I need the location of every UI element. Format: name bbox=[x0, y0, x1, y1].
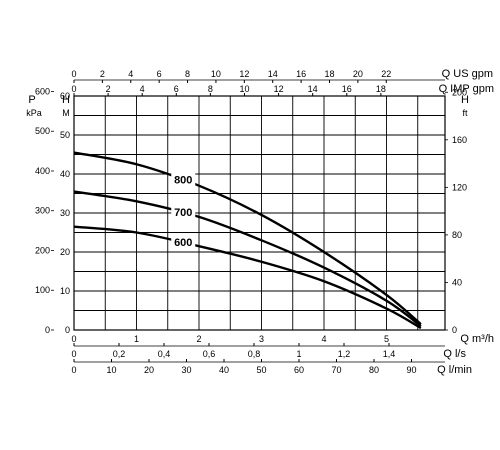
us-gpm-tick-label: 0 bbox=[71, 69, 76, 79]
head-m-tick-label: 40 bbox=[60, 169, 70, 179]
imp-gpm-tick-label: 2 bbox=[106, 84, 111, 94]
curve-700 bbox=[73, 190, 422, 328]
head-m-tick-label: 50 bbox=[60, 130, 70, 140]
imp-gpm-tick-label: 4 bbox=[140, 84, 145, 94]
chart-curves: 800 700 600 bbox=[73, 151, 422, 330]
head-m-axis-unit: M bbox=[62, 108, 70, 118]
head-m-axis-label: H bbox=[62, 94, 70, 106]
curve-label-bg bbox=[171, 235, 196, 250]
lpm-tick-label: 50 bbox=[256, 365, 266, 375]
us-gpm-tick-label: 20 bbox=[353, 69, 363, 79]
lpm-tick-label: 40 bbox=[219, 365, 229, 375]
lpm-tick-label: 60 bbox=[294, 365, 304, 375]
imp-gpm-tick-label: 6 bbox=[174, 84, 179, 94]
m3h-axis-label: Q m³/h bbox=[460, 333, 494, 345]
lps-tick-label: 0,8 bbox=[248, 349, 261, 359]
curve-label-800: 800 bbox=[174, 174, 192, 186]
lps-tick-label: 0,4 bbox=[158, 349, 171, 359]
curve-label-bg bbox=[171, 172, 196, 187]
head-m-tick-label: 60 bbox=[60, 91, 70, 101]
kpa-tick-label: 200 bbox=[35, 245, 50, 255]
m3h-tick-label: 4 bbox=[321, 334, 326, 344]
kpa-tick-label: 500 bbox=[35, 126, 50, 136]
head-m-tick-label: 10 bbox=[60, 286, 70, 296]
lpm-tick-label: 80 bbox=[369, 365, 379, 375]
head-ft-tick-label: 120 bbox=[452, 182, 467, 192]
head-ft-tick-label: 160 bbox=[452, 135, 467, 145]
imp-gpm-tick-label: 16 bbox=[342, 84, 352, 94]
m3h-tick-label: 3 bbox=[259, 334, 264, 344]
lps-tick-label: 0 bbox=[71, 349, 76, 359]
curve-600 bbox=[73, 225, 422, 330]
kpa-tick-label: 100 bbox=[35, 285, 50, 295]
head-ft-axis-unit: ft bbox=[462, 108, 468, 118]
m3h-tick-label: 1 bbox=[134, 334, 139, 344]
curve-800 bbox=[73, 151, 422, 326]
us-gpm-tick-label: 16 bbox=[296, 69, 306, 79]
lps-tick-label: 1 bbox=[296, 349, 301, 359]
imp-gpm-tick-label: 12 bbox=[274, 84, 284, 94]
us-gpm-tick-label: 22 bbox=[381, 69, 391, 79]
imp-gpm-tick-label: 14 bbox=[308, 84, 318, 94]
us-gpm-axis-label: Q US gpm bbox=[442, 68, 493, 80]
head-m-tick-label: 0 bbox=[65, 325, 70, 335]
imp-gpm-tick-label: 18 bbox=[376, 84, 386, 94]
us-gpm-tick-label: 10 bbox=[211, 69, 221, 79]
imp-gpm-axis-label: Q IMP gpm bbox=[439, 83, 494, 95]
lpm-tick-label: 20 bbox=[144, 365, 154, 375]
lpm-tick-label: 10 bbox=[106, 365, 116, 375]
head-m-tick-label: 30 bbox=[60, 208, 70, 218]
us-gpm-tick-label: 2 bbox=[100, 69, 105, 79]
kpa-tick-label: 400 bbox=[35, 166, 50, 176]
m3h-tick-label: 2 bbox=[196, 334, 201, 344]
lpm-tick-label: 30 bbox=[181, 365, 191, 375]
us-gpm-tick-label: 12 bbox=[239, 69, 249, 79]
lpm-tick-label: 90 bbox=[406, 365, 416, 375]
curve-label-700: 700 bbox=[174, 207, 192, 219]
pressure-axis-label: P bbox=[28, 94, 35, 106]
curve-label-bg bbox=[171, 205, 196, 220]
lpm-axis-label: Q l/min bbox=[437, 364, 472, 376]
imp-gpm-tick-label: 10 bbox=[239, 84, 249, 94]
head-ft-tick-label: 80 bbox=[452, 230, 462, 240]
lpm-tick-label: 0 bbox=[71, 365, 76, 375]
m3h-tick-label: 5 bbox=[384, 334, 389, 344]
imp-gpm-tick-label: 0 bbox=[71, 84, 76, 94]
kpa-tick-label: 600 bbox=[35, 86, 50, 96]
head-ft-tick-label: 40 bbox=[452, 277, 462, 287]
lps-tick-label: 0,6 bbox=[203, 349, 216, 359]
head-ft-tick-label: 0 bbox=[452, 325, 457, 335]
us-gpm-tick-label: 14 bbox=[268, 69, 278, 79]
us-gpm-tick-label: 8 bbox=[185, 69, 190, 79]
lps-axis-label: Q l/s bbox=[443, 348, 466, 360]
lps-tick-label: 0,2 bbox=[113, 349, 126, 359]
us-gpm-tick-label: 18 bbox=[324, 69, 334, 79]
head-m-tick-label: 20 bbox=[60, 247, 70, 257]
lpm-tick-label: 70 bbox=[331, 365, 341, 375]
pressure-axis-unit: kPa bbox=[26, 108, 42, 118]
curve-label-600: 600 bbox=[174, 237, 192, 249]
kpa-tick-label: 300 bbox=[35, 206, 50, 216]
us-gpm-tick-label: 6 bbox=[157, 69, 162, 79]
head-ft-axis-label: H bbox=[461, 94, 469, 106]
kpa-tick-label: 0 bbox=[45, 325, 50, 335]
us-gpm-tick-label: 4 bbox=[128, 69, 133, 79]
lps-tick-label: 1,2 bbox=[338, 349, 351, 359]
m3h-tick-label: 0 bbox=[71, 334, 76, 344]
imp-gpm-tick-label: 8 bbox=[208, 84, 213, 94]
lps-tick-label: 1,4 bbox=[383, 349, 396, 359]
head-ft-tick-label: 200 bbox=[452, 87, 467, 97]
